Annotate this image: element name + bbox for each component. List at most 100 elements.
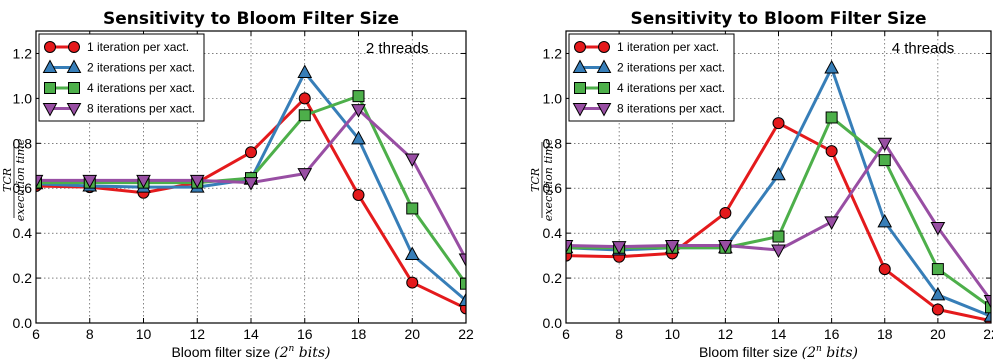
x-tick-label: 12	[718, 326, 734, 342]
data-point-s2-8	[930, 286, 946, 301]
chart-title: Sensitivity to Bloom Filter Size	[630, 9, 926, 29]
y-axis-label-denominator: execution time	[542, 138, 555, 221]
legend-marker-1-a	[574, 41, 586, 53]
y-tick-label: 0.0	[13, 315, 33, 331]
legend-marker-3-a	[44, 82, 56, 94]
x-tick-label: 22	[458, 326, 474, 342]
data-point-s4-6	[824, 216, 839, 230]
x-tick-label: 20	[404, 326, 420, 342]
y-tick-label: 0.4	[13, 225, 33, 241]
legend-marker-3-a	[574, 82, 586, 94]
x-axis-label-math: (2	[274, 345, 288, 361]
legend-marker-4-b	[596, 103, 612, 117]
x-tick-label: 6	[32, 326, 40, 342]
x-tick-label: 12	[189, 326, 205, 342]
x-axis-label-math-end: bits)	[822, 345, 858, 361]
legend-label-2: 2 iterations per xact.	[87, 61, 195, 75]
data-point-s3-5	[772, 230, 785, 243]
data-point-s4-2	[82, 174, 98, 189]
data-point-s2-5	[771, 166, 786, 181]
data-point-s1-4	[719, 206, 732, 219]
y-axis-label: TCR execution time	[1, 138, 27, 221]
x-axis-label-text: Bloom filter size	[171, 344, 274, 360]
legend-label-4: 8 iterations per xact.	[617, 102, 725, 116]
data-point-s4-7	[877, 137, 893, 152]
legend-label-1: 1 iteration per xact.	[87, 40, 189, 54]
y-tick-label: 0.8	[13, 135, 33, 151]
x-axis-label-text: Bloom filter size	[699, 344, 802, 360]
legend-marker-2-a	[42, 59, 58, 73]
x-tick-label: 14	[771, 326, 787, 342]
data-point-s2-8	[404, 246, 420, 260]
data-point-s4-9	[983, 295, 991, 309]
thread-count-annotation: 2 threads	[366, 40, 429, 57]
chart-panel-1: 6 8 10 12 14 16 18 20 22 0.0 0.2 0.4 0.6 0.8 1.0 1.2 Sen…	[1, 9, 474, 361]
data-point-s4-3	[664, 240, 680, 254]
x-axis-label-exp: n	[816, 344, 822, 354]
legend-label-2: 2 iterations per xact.	[617, 61, 725, 75]
x-tick-label: 18	[877, 326, 893, 342]
legend-label-4: 8 iterations per xact.	[87, 102, 195, 116]
data-point-s3-8	[931, 263, 944, 276]
x-axis-label-math: (2	[802, 345, 816, 361]
data-point-s3-7	[878, 154, 891, 167]
data-point-s3-9	[985, 301, 991, 314]
x-tick-label: 10	[136, 326, 152, 342]
thread-count-annotation: 4 threads	[892, 40, 955, 57]
legend-marker-2-b	[66, 59, 82, 73]
data-point-s3-6	[825, 111, 838, 124]
legend-marker-2-a	[572, 59, 588, 73]
data-point-s1-5	[772, 117, 785, 130]
data-point-s4-6	[297, 168, 313, 182]
data-point-s2-6	[297, 64, 313, 79]
x-tick-label: 8	[86, 326, 94, 342]
chart-title: Sensitivity to Bloom Filter Size	[103, 9, 399, 29]
y-tick-label: 0.6	[13, 180, 33, 196]
data-point-s4-8	[404, 153, 420, 168]
x-tick-label: 22	[983, 326, 993, 342]
legend: 1 iteration per xact. 2 iterations per xa…	[38, 33, 205, 122]
data-point-s1-5	[245, 146, 257, 159]
data-point-s1-8	[406, 276, 419, 289]
data-point-s4-4	[189, 174, 205, 189]
x-tick-label: 6	[562, 326, 570, 342]
x-tick-label: 8	[615, 326, 623, 342]
data-point-s4-8	[930, 222, 946, 236]
y-axis-label: TCR execution time	[529, 138, 555, 221]
data-point-s4-3	[136, 174, 151, 189]
y-tick-label: 0.4	[543, 225, 563, 241]
data-point-s1-7	[352, 188, 365, 201]
y-tick-label: 0.8	[543, 135, 563, 151]
data-point-s2-9	[458, 292, 466, 307]
series-group	[566, 60, 991, 323]
y-tick-label: 0.6	[543, 180, 563, 196]
data-point-s3-9	[460, 277, 466, 290]
series-group	[36, 64, 466, 315]
data-point-s1-6	[298, 92, 311, 105]
data-point-s4-9	[458, 253, 466, 268]
y-tick-label: 0.2	[543, 270, 563, 286]
x-tick-label: 14	[243, 326, 259, 342]
legend-marker-4-a	[42, 103, 58, 117]
x-axis-label: Bloom filter size (2n bits)	[171, 344, 330, 361]
y-axis-label-numerator: TCR	[1, 168, 14, 192]
data-point-s3-6	[298, 109, 311, 122]
y-tick-label: 1.2	[13, 45, 33, 61]
y-tick-label: 1.2	[543, 45, 563, 61]
legend-marker-3-b	[598, 82, 610, 94]
legend-label-3: 4 iterations per xact.	[617, 81, 725, 95]
y-tick-label: 1.0	[543, 90, 563, 106]
legend-label-3: 4 iterations per xact.	[87, 81, 195, 95]
y-axis-label-numerator: TCR	[529, 168, 542, 192]
legend-marker-1-b	[68, 41, 80, 53]
data-point-s4-1	[566, 240, 574, 254]
legend-marker-1-a	[44, 41, 56, 53]
legend-marker-4-a	[572, 103, 588, 117]
y-axis-label-denominator: execution time	[14, 138, 27, 221]
data-point-s1-8	[931, 303, 944, 316]
data-point-s4-2	[611, 241, 627, 255]
data-point-s1-7	[878, 263, 891, 276]
data-point-s2-7	[351, 130, 366, 145]
x-tick-label: 10	[664, 326, 680, 342]
